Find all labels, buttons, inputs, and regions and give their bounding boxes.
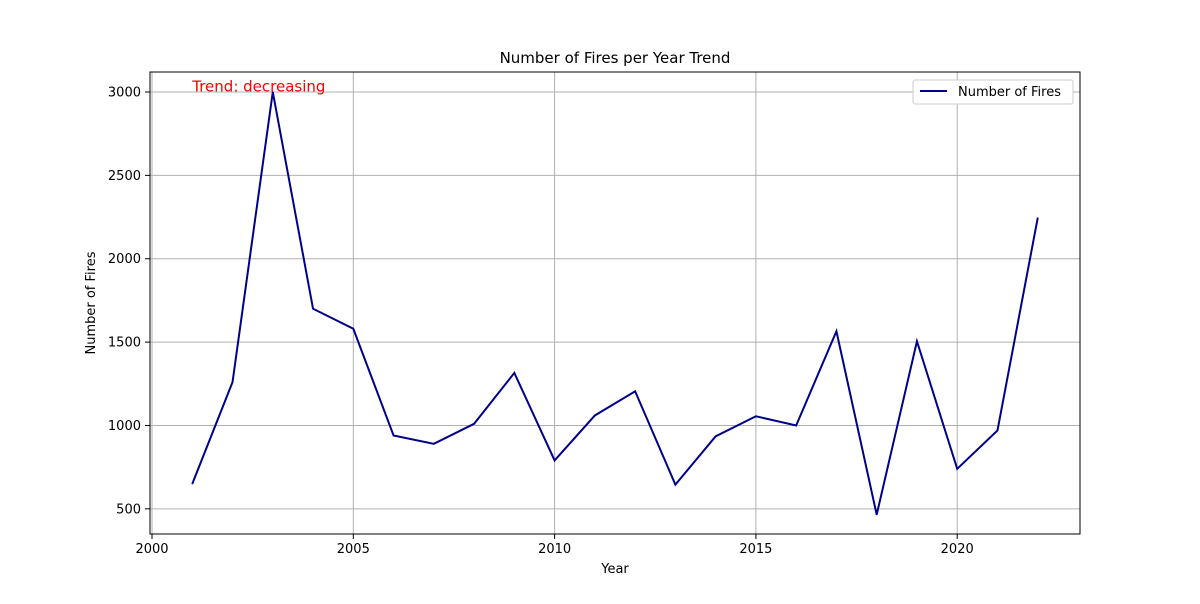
y-tick-label: 2500	[108, 169, 141, 184]
data-point	[392, 434, 395, 437]
data-point	[473, 423, 475, 425]
data-point	[191, 483, 193, 485]
y-axis-label: Number of Fires	[84, 251, 99, 354]
data-point	[231, 381, 234, 383]
plot-frame	[149, 71, 1081, 535]
y-tick-label: 1500	[108, 336, 141, 351]
x-tick-label: 2005	[337, 542, 370, 557]
data-point	[594, 414, 596, 417]
legend-box	[912, 79, 1074, 105]
data-point	[795, 424, 797, 427]
data-point	[755, 415, 757, 417]
legend: Number of Fires	[912, 79, 1074, 105]
legend-label: Number of Fires	[958, 85, 1061, 100]
data-point	[433, 443, 435, 445]
data-point	[554, 459, 556, 462]
data-point	[996, 429, 999, 432]
data-point	[876, 514, 878, 516]
data-point	[956, 468, 958, 470]
data-point	[352, 328, 354, 330]
data-point	[835, 330, 838, 332]
grid	[150, 72, 1080, 534]
trend-annotation: Trend: decreasing	[191, 78, 325, 96]
data-point	[674, 484, 676, 486]
data-point	[916, 340, 918, 342]
data-point	[272, 91, 274, 93]
x-axis-ticks: 2000 2005 2010 2015 2020	[135, 534, 974, 557]
x-tick-label: 2020	[941, 542, 974, 557]
data-point	[634, 390, 636, 392]
y-tick-label: 3000	[108, 86, 141, 101]
chart-title: Number of Fires per Year Trend	[500, 49, 731, 67]
data-point	[312, 308, 314, 310]
x-tick-label: 2015	[739, 542, 772, 557]
y-tick-label: 500	[116, 502, 141, 517]
series-layer	[191, 91, 1039, 516]
data-point	[513, 372, 515, 374]
y-tick-label: 1000	[108, 419, 141, 434]
series-line	[191, 91, 1039, 515]
x-tick-label: 2010	[538, 542, 571, 557]
x-axis-label: Year	[600, 562, 629, 577]
data-point	[715, 435, 717, 437]
y-tick-label: 2000	[108, 252, 141, 267]
x-tick-label: 2000	[135, 542, 168, 557]
y-axis-ticks: 500 1000 1500 2000 2500 3000	[108, 86, 150, 517]
data-point	[1037, 217, 1039, 219]
